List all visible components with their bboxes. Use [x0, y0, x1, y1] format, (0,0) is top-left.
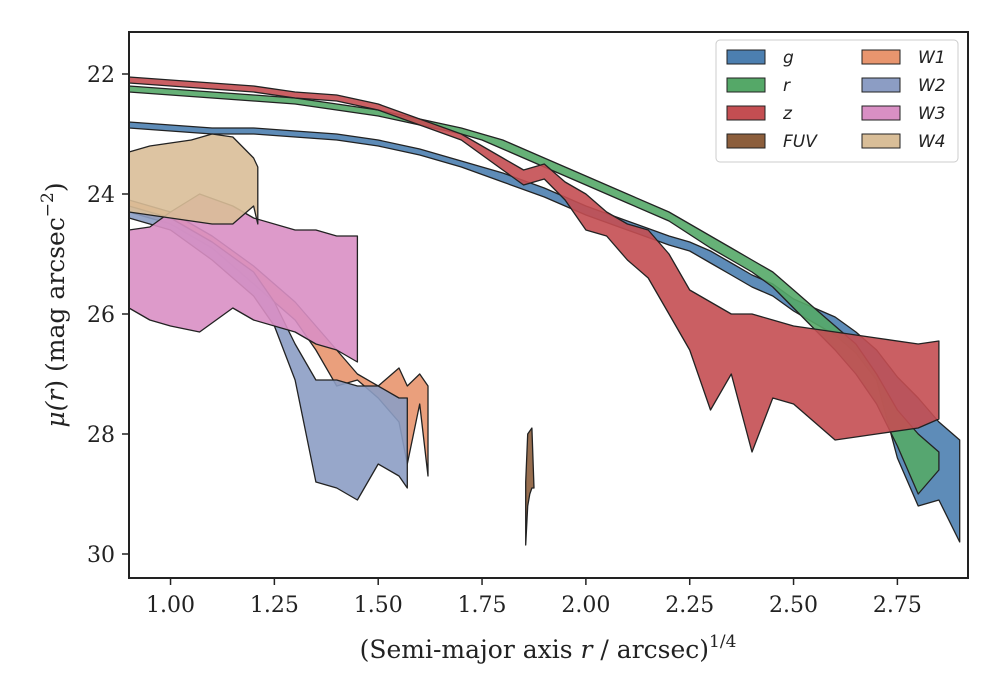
y-tick-label: 30 [87, 543, 115, 568]
legend-swatch-r [726, 77, 766, 93]
legend-swatch-fuv [726, 133, 766, 149]
y-axis-ticks: 22 24 26 28 30 [87, 63, 129, 568]
x-tick-label: 2.25 [665, 593, 714, 618]
legend-swatch-g [726, 49, 766, 65]
x-tick-label: 2.00 [561, 593, 610, 618]
legend-swatch-w4 [861, 133, 901, 149]
legend-swatch-z [726, 105, 766, 121]
legend-label-r: r [783, 76, 791, 96]
legend-frame [715, 39, 959, 163]
y-tick-label: 24 [87, 183, 115, 208]
y-tick-label: 26 [87, 303, 115, 328]
band-fuv [525, 427, 535, 546]
band-z [128, 76, 940, 453]
x-tick-label: 1.50 [354, 593, 403, 618]
y-tick-label: 22 [87, 63, 115, 88]
x-tick-label: 2.50 [769, 593, 818, 618]
plot-frame [128, 31, 969, 579]
legend-label-w4: W4 [918, 132, 946, 152]
x-tick-label: 1.00 [146, 593, 195, 618]
legend-label-w3: W3 [918, 104, 946, 124]
x-tick-label: 2.75 [873, 593, 922, 618]
legend-label-w2: W2 [918, 76, 946, 96]
y-tick-label: 28 [87, 423, 115, 448]
profile-bands [128, 76, 961, 546]
band-w4 [128, 133, 259, 225]
legend-label-fuv: FUV [783, 132, 818, 152]
y-axis-label: μ(r) (mag arcsec−2) [38, 182, 70, 427]
x-tick-label: 1.75 [458, 593, 507, 618]
legend-label-w1: W1 [918, 48, 946, 68]
legend: grz FUV W1 W2 W3 W4 [715, 39, 959, 163]
legend-swatch-w2 [861, 77, 901, 93]
legend-label-g: g [783, 48, 794, 68]
legend-label-z: z [782, 104, 793, 124]
x-axis-ticks: 1.00 1.25 1.50 1.75 2.00 2.25 2.50 2.75 [146, 578, 922, 618]
legend-swatch-w3 [861, 105, 901, 121]
x-tick-label: 1.25 [250, 593, 299, 618]
x-axis-label: (Semi-major axis r / arcsec)1/4 [360, 632, 737, 664]
legend-swatch-w1 [861, 49, 901, 65]
